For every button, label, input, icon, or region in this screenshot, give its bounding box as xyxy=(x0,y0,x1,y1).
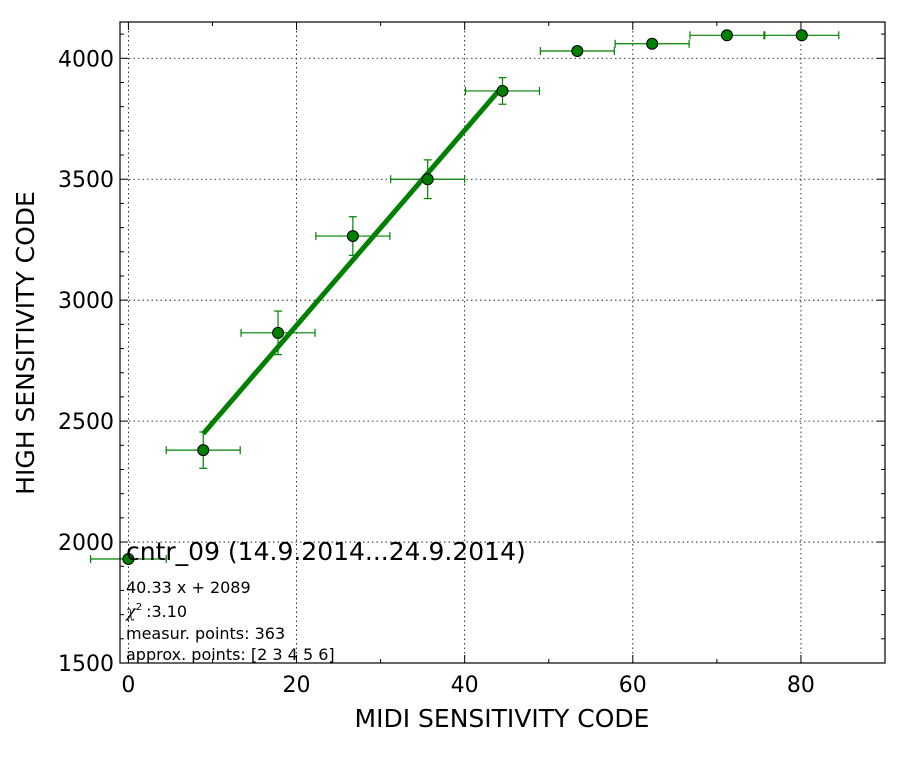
y-axis-label: HIGH SENSITIVITY CODE xyxy=(11,191,40,495)
y-tick-label: 2000 xyxy=(58,531,114,556)
data-point xyxy=(390,159,466,200)
y-tick-label: 2500 xyxy=(58,410,114,435)
data-point xyxy=(89,552,167,565)
data-point xyxy=(614,37,690,50)
point-marker xyxy=(720,29,733,42)
chart-title: cntr_09 (14.9.2014...24.9.2014) xyxy=(126,537,526,566)
data-point xyxy=(240,310,316,356)
x-tick-label: 40 xyxy=(451,673,479,698)
data-point xyxy=(764,29,840,42)
fit-equation: 40.33 x + 2089 xyxy=(126,578,251,597)
x-tick-label: 20 xyxy=(283,673,311,698)
fit-line xyxy=(201,84,505,436)
y-tick-label: 4000 xyxy=(58,47,114,72)
grid xyxy=(120,22,885,664)
point-marker xyxy=(346,230,359,243)
x-tick-label: 60 xyxy=(619,673,647,698)
y-tick-label: 1500 xyxy=(58,652,114,677)
data-point xyxy=(539,45,615,58)
data-point xyxy=(464,77,541,105)
points-layer xyxy=(89,29,840,565)
measur-points: measur. points: 363 xyxy=(126,624,285,643)
point-marker xyxy=(496,84,509,97)
ticks: 0 20 40 60 80 1500 2000 2500 3000 3500 4000 xyxy=(58,22,885,698)
chi-superscript: 2 xyxy=(136,602,142,613)
fit-line-layer xyxy=(201,84,505,436)
plot-frame xyxy=(119,21,886,664)
point-marker xyxy=(421,173,434,186)
point-marker xyxy=(197,444,210,457)
chi-symbol: χ xyxy=(125,602,137,621)
x-axis-label: MIDI SENSITIVITY CODE xyxy=(355,704,650,733)
point-marker xyxy=(571,45,584,58)
point-marker xyxy=(795,29,808,42)
y-tick-label: 3000 xyxy=(58,289,114,314)
x-tick-label: 80 xyxy=(787,673,815,698)
data-point xyxy=(689,29,765,42)
chi-square: χ2 :3.10 xyxy=(125,602,187,621)
approx-points: approx. points: [2 3 4 5 6] xyxy=(126,645,335,664)
data-point xyxy=(165,431,241,469)
point-marker xyxy=(122,552,135,565)
chi-value: :3.10 xyxy=(146,602,187,621)
point-marker xyxy=(646,37,659,50)
x-tick-label: 0 xyxy=(121,673,135,698)
y-tick-label: 3500 xyxy=(58,168,114,193)
data-point xyxy=(315,216,391,257)
point-marker xyxy=(272,326,285,339)
